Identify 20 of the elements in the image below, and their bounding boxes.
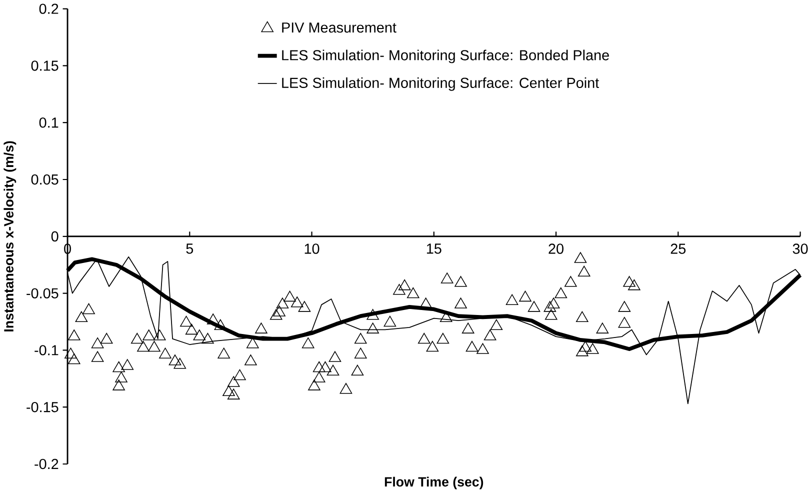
- x-tick-label: 15: [426, 244, 442, 254]
- x-tick-label: 10: [304, 244, 320, 254]
- y-tick-label: 0.05: [31, 174, 58, 185]
- y-tick-label: 0: [51, 231, 58, 242]
- y-tick-label: -0.2: [34, 458, 58, 470]
- y-tick-label: -0.05: [26, 288, 58, 298]
- x-tick-label: 30: [792, 244, 808, 254]
- legend-label: PIV Measurement: [282, 22, 396, 33]
- x-tick-label: 5: [186, 244, 194, 254]
- legend-label: LES Simulation- Monitoring Surface: Center Point: [282, 77, 600, 91]
- y-tick-label: -0.15: [26, 402, 58, 412]
- x-tick-label: 20: [548, 244, 564, 254]
- y-tick-label: -0.1: [34, 345, 58, 356]
- y-tick-label: 0.15: [31, 60, 58, 71]
- legend-label: LES Simulation- Monitoring Surface: Bonded Plane: [282, 50, 609, 64]
- x-axis-title: Flow Time (sec): [384, 476, 484, 490]
- y-axis-title: Instantaneous x-Velocity (m/s): [4, 141, 16, 332]
- y-tick-label: 0.1: [39, 118, 58, 128]
- x-tick-label: 25: [670, 244, 686, 254]
- y-tick-label: 0.2: [39, 4, 58, 14]
